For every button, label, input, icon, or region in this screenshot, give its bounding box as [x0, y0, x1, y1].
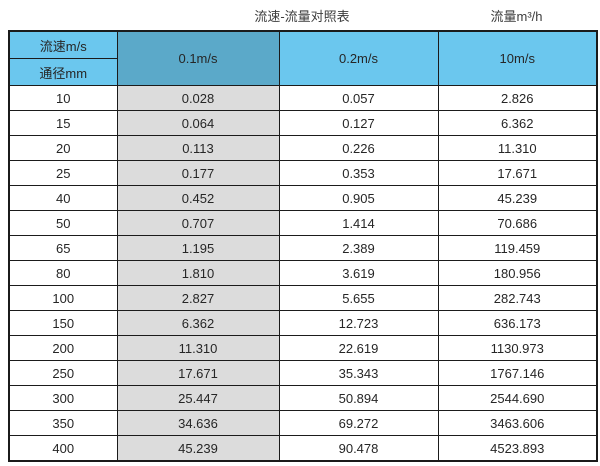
- pipe-diameter-cell: 50: [8, 210, 118, 236]
- header-speed-0.2: 0.2m/s: [278, 30, 439, 86]
- flow-value-cell: 282.743: [437, 285, 598, 311]
- header-flow-speed: 流速m/s: [8, 30, 118, 59]
- flow-value-cell: 17.671: [116, 360, 280, 386]
- flow-value-cell: 22.619: [278, 335, 439, 361]
- pipe-diameter-cell: 400: [8, 435, 118, 462]
- header-pipe-diameter: 通径mm: [8, 58, 118, 86]
- flow-value-cell: 3463.606: [437, 410, 598, 436]
- table-row: 250 17.671 35.343 1767.146: [8, 360, 598, 386]
- flow-value-cell: 0.707: [116, 210, 280, 236]
- flow-unit-label: 流量m³/h: [490, 9, 543, 24]
- table-row: 40 0.452 0.905 45.239: [8, 185, 598, 211]
- flow-value-cell: 0.452: [116, 185, 280, 211]
- pipe-diameter-cell: 80: [8, 260, 118, 286]
- flow-value-cell: 25.447: [116, 385, 280, 411]
- flow-value-cell: 6.362: [437, 110, 598, 136]
- flow-value-cell: 11.310: [116, 335, 280, 361]
- flow-value-cell: 1.195: [116, 235, 280, 261]
- flow-value-cell: 17.671: [437, 160, 598, 186]
- flow-value-cell: 69.272: [278, 410, 439, 436]
- flow-value-cell: 0.353: [278, 160, 439, 186]
- table-body: 10 0.028 0.057 2.826 15 0.064 0.127 6.362 20 0.11…: [8, 85, 598, 462]
- header-speed-10: 10m/s: [437, 30, 598, 86]
- page-title: 流速-流量对照表: [254, 9, 350, 24]
- table-row: 50 0.707 1.414 70.686: [8, 210, 598, 236]
- table-row: 350 34.636 69.272 3463.606: [8, 410, 598, 436]
- pipe-diameter-cell: 40: [8, 185, 118, 211]
- table-row: 200 11.310 22.619 1130.973: [8, 335, 598, 361]
- flow-value-cell: 0.028: [116, 85, 280, 111]
- flow-value-cell: 3.619: [278, 260, 439, 286]
- pipe-diameter-cell: 250: [8, 360, 118, 386]
- table-row: 80 1.810 3.619 180.956: [8, 260, 598, 286]
- pipe-diameter-cell: 350: [8, 410, 118, 436]
- table-row: 100 2.827 5.655 282.743: [8, 285, 598, 311]
- flow-value-cell: 45.239: [437, 185, 598, 211]
- table-row: 65 1.195 2.389 119.459: [8, 235, 598, 261]
- flow-value-cell: 0.226: [278, 135, 439, 161]
- flow-value-cell: 180.956: [437, 260, 598, 286]
- table-header: 流速m/s 0.1m/s 0.2m/s 10m/s 通径mm: [8, 30, 598, 86]
- flow-value-cell: 1767.146: [437, 360, 598, 386]
- flow-rate-table: 流速m/s 0.1m/s 0.2m/s 10m/s 通径mm 10 0.028 0.…: [8, 30, 598, 462]
- pipe-diameter-cell: 150: [8, 310, 118, 336]
- flow-value-cell: 0.057: [278, 85, 439, 111]
- flow-value-cell: 50.894: [278, 385, 439, 411]
- pipe-diameter-cell: 200: [8, 335, 118, 361]
- pipe-diameter-cell: 20: [8, 135, 118, 161]
- table-row: 15 0.064 0.127 6.362: [8, 110, 598, 136]
- flow-value-cell: 5.655: [278, 285, 439, 311]
- table-row: 20 0.113 0.226 11.310: [8, 135, 598, 161]
- table-row: 150 6.362 12.723 636.173: [8, 310, 598, 336]
- table-row: 10 0.028 0.057 2.826: [8, 85, 598, 111]
- flow-value-cell: 70.686: [437, 210, 598, 236]
- flow-value-cell: 0.127: [278, 110, 439, 136]
- flow-value-cell: 1.810: [116, 260, 280, 286]
- flow-value-cell: 45.239: [116, 435, 280, 462]
- flow-value-cell: 11.310: [437, 135, 598, 161]
- pipe-diameter-cell: 300: [8, 385, 118, 411]
- pipe-diameter-cell: 10: [8, 85, 118, 111]
- flow-value-cell: 2.826: [437, 85, 598, 111]
- table-row: 400 45.239 90.478 4523.893: [8, 435, 598, 462]
- pipe-diameter-cell: 25: [8, 160, 118, 186]
- pipe-diameter-cell: 100: [8, 285, 118, 311]
- flow-value-cell: 1.414: [278, 210, 439, 236]
- flow-value-cell: 6.362: [116, 310, 280, 336]
- flow-value-cell: 2.827: [116, 285, 280, 311]
- flow-value-cell: 2.389: [278, 235, 439, 261]
- flow-value-cell: 1130.973: [437, 335, 598, 361]
- flow-value-cell: 35.343: [278, 360, 439, 386]
- flow-value-cell: 2544.690: [437, 385, 598, 411]
- flow-value-cell: 0.064: [116, 110, 280, 136]
- flow-value-cell: 119.459: [437, 235, 598, 261]
- table-row: 25 0.177 0.353 17.671: [8, 160, 598, 186]
- header-speed-0.1: 0.1m/s: [116, 30, 280, 86]
- flow-value-cell: 90.478: [278, 435, 439, 462]
- pipe-diameter-cell: 15: [8, 110, 118, 136]
- pipe-diameter-cell: 65: [8, 235, 118, 261]
- flow-value-cell: 12.723: [278, 310, 439, 336]
- flow-value-cell: 0.905: [278, 185, 439, 211]
- flow-value-cell: 4523.893: [437, 435, 598, 462]
- table-row: 300 25.447 50.894 2544.690: [8, 385, 598, 411]
- flow-value-cell: 636.173: [437, 310, 598, 336]
- flow-value-cell: 0.113: [116, 135, 280, 161]
- flow-value-cell: 0.177: [116, 160, 280, 186]
- flow-value-cell: 34.636: [116, 410, 280, 436]
- title-bar: 流速-流量对照表 流量m³/h: [0, 0, 600, 30]
